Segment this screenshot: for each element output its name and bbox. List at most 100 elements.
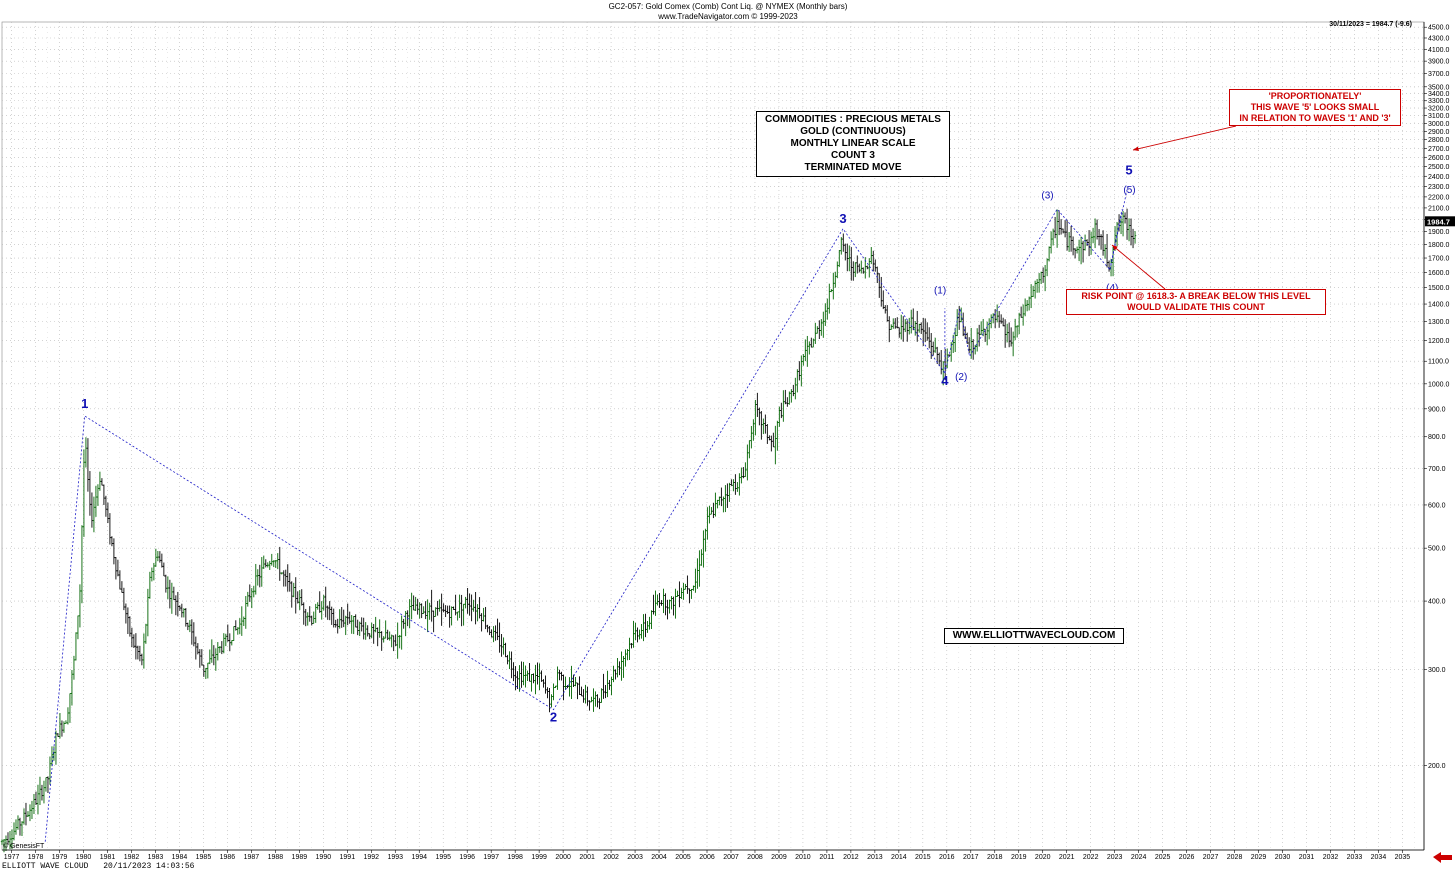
price-bar (114, 556, 118, 580)
data-copyright: © GenesisFT (3, 843, 45, 850)
price-bar (154, 548, 158, 567)
price-bar (818, 320, 821, 340)
price-bar (938, 352, 941, 367)
price-bar (616, 657, 619, 678)
price-bar (882, 290, 885, 310)
price-bar (838, 250, 841, 267)
price-bar (672, 596, 675, 616)
x-tick-label: 2012 (843, 854, 859, 861)
y-tick-label: 400.0 (1428, 599, 1446, 606)
price-bar (614, 669, 617, 680)
price-bar (642, 614, 645, 642)
price-bar (1067, 231, 1071, 252)
price-bar (740, 467, 743, 484)
price-bar (666, 599, 669, 620)
y-tick-label: 800.0 (1428, 434, 1446, 441)
price-bar (1091, 227, 1095, 244)
price-bar (782, 390, 785, 422)
wave-count-lines (44, 186, 1129, 842)
price-bar (570, 665, 573, 699)
price-bar (1041, 267, 1045, 283)
proportion-note: 'PROPORTIONATELY' THIS WAVE '5' LOOKS SM… (1229, 89, 1401, 126)
price-bar (714, 492, 717, 517)
x-tick-label: 2026 (1179, 854, 1195, 861)
price-bar (544, 675, 547, 694)
price-bar (560, 671, 563, 681)
wave-label: 4 (941, 373, 949, 388)
price-bar (86, 438, 90, 492)
price-bar (1107, 260, 1111, 272)
price-bar (258, 564, 261, 588)
price-bar (896, 317, 899, 329)
price-bar (104, 495, 108, 517)
y-tick-label: 3700.0 (1428, 71, 1450, 78)
price-bar (592, 688, 595, 712)
price-bar (196, 643, 200, 655)
price-bar (476, 604, 479, 622)
price-bar (298, 590, 301, 610)
price-bar (204, 667, 208, 680)
price-bar (100, 478, 104, 486)
x-tick-label: 2004 (651, 854, 667, 861)
price-bar (314, 603, 317, 623)
price-bar (878, 273, 881, 298)
price-bar (300, 589, 303, 606)
price-bar (722, 496, 725, 513)
price-bar (164, 574, 168, 593)
y-tick-label: 3000.0 (1428, 121, 1450, 128)
info-line: TERMINATED MOVE (804, 162, 902, 173)
price-bar (546, 687, 549, 699)
price-bar (364, 622, 367, 640)
price-bar (256, 569, 259, 586)
price-bar (694, 568, 697, 593)
price-bar (200, 649, 204, 666)
y-tick-label: 2300.0 (1428, 184, 1450, 191)
price-bar (630, 643, 633, 649)
price-bar (358, 621, 361, 637)
price-bar (854, 262, 857, 278)
price-bar (816, 326, 819, 334)
price-bar (404, 610, 407, 637)
wave-label: (5) (1123, 185, 1135, 196)
price-bar (674, 588, 677, 619)
x-tick-label: 1989 (292, 854, 308, 861)
scroll-right-arrow (1433, 852, 1452, 863)
y-tick-label: 1500.0 (1428, 285, 1450, 292)
price-bar (798, 361, 801, 381)
price-bar (36, 784, 40, 815)
price-bar (188, 620, 192, 633)
price-bar (520, 661, 523, 688)
price-bar (312, 611, 315, 624)
price-bar (414, 596, 417, 611)
y-tick-label: 1700.0 (1428, 256, 1450, 263)
price-bar (384, 620, 387, 639)
price-bar (148, 571, 152, 599)
price-bar (70, 669, 74, 706)
price-bar (72, 655, 76, 680)
x-tick-label: 2021 (1059, 854, 1075, 861)
price-bar (392, 635, 395, 652)
price-bar (474, 592, 477, 625)
price-bar (22, 808, 26, 825)
price-bar (264, 559, 267, 568)
price-bar (286, 564, 289, 592)
price-bar (108, 513, 112, 545)
price-bar (848, 245, 851, 272)
chart-grid (1, 21, 1425, 851)
price-bar (604, 684, 607, 699)
price-bar (316, 602, 319, 610)
price-bar (834, 271, 837, 288)
y-tick-label: 500.0 (1428, 546, 1446, 553)
price-bar (488, 625, 491, 636)
price-bar (206, 662, 210, 679)
price-bar (250, 588, 253, 609)
x-tick-label: 1998 (507, 854, 523, 861)
price-bar (1031, 285, 1035, 298)
price-bar (784, 389, 787, 405)
price-bar (222, 633, 226, 654)
price-bar (532, 673, 535, 684)
price-bar (428, 602, 431, 620)
x-tick-label: 2027 (1203, 854, 1219, 861)
price-bar (512, 662, 515, 682)
